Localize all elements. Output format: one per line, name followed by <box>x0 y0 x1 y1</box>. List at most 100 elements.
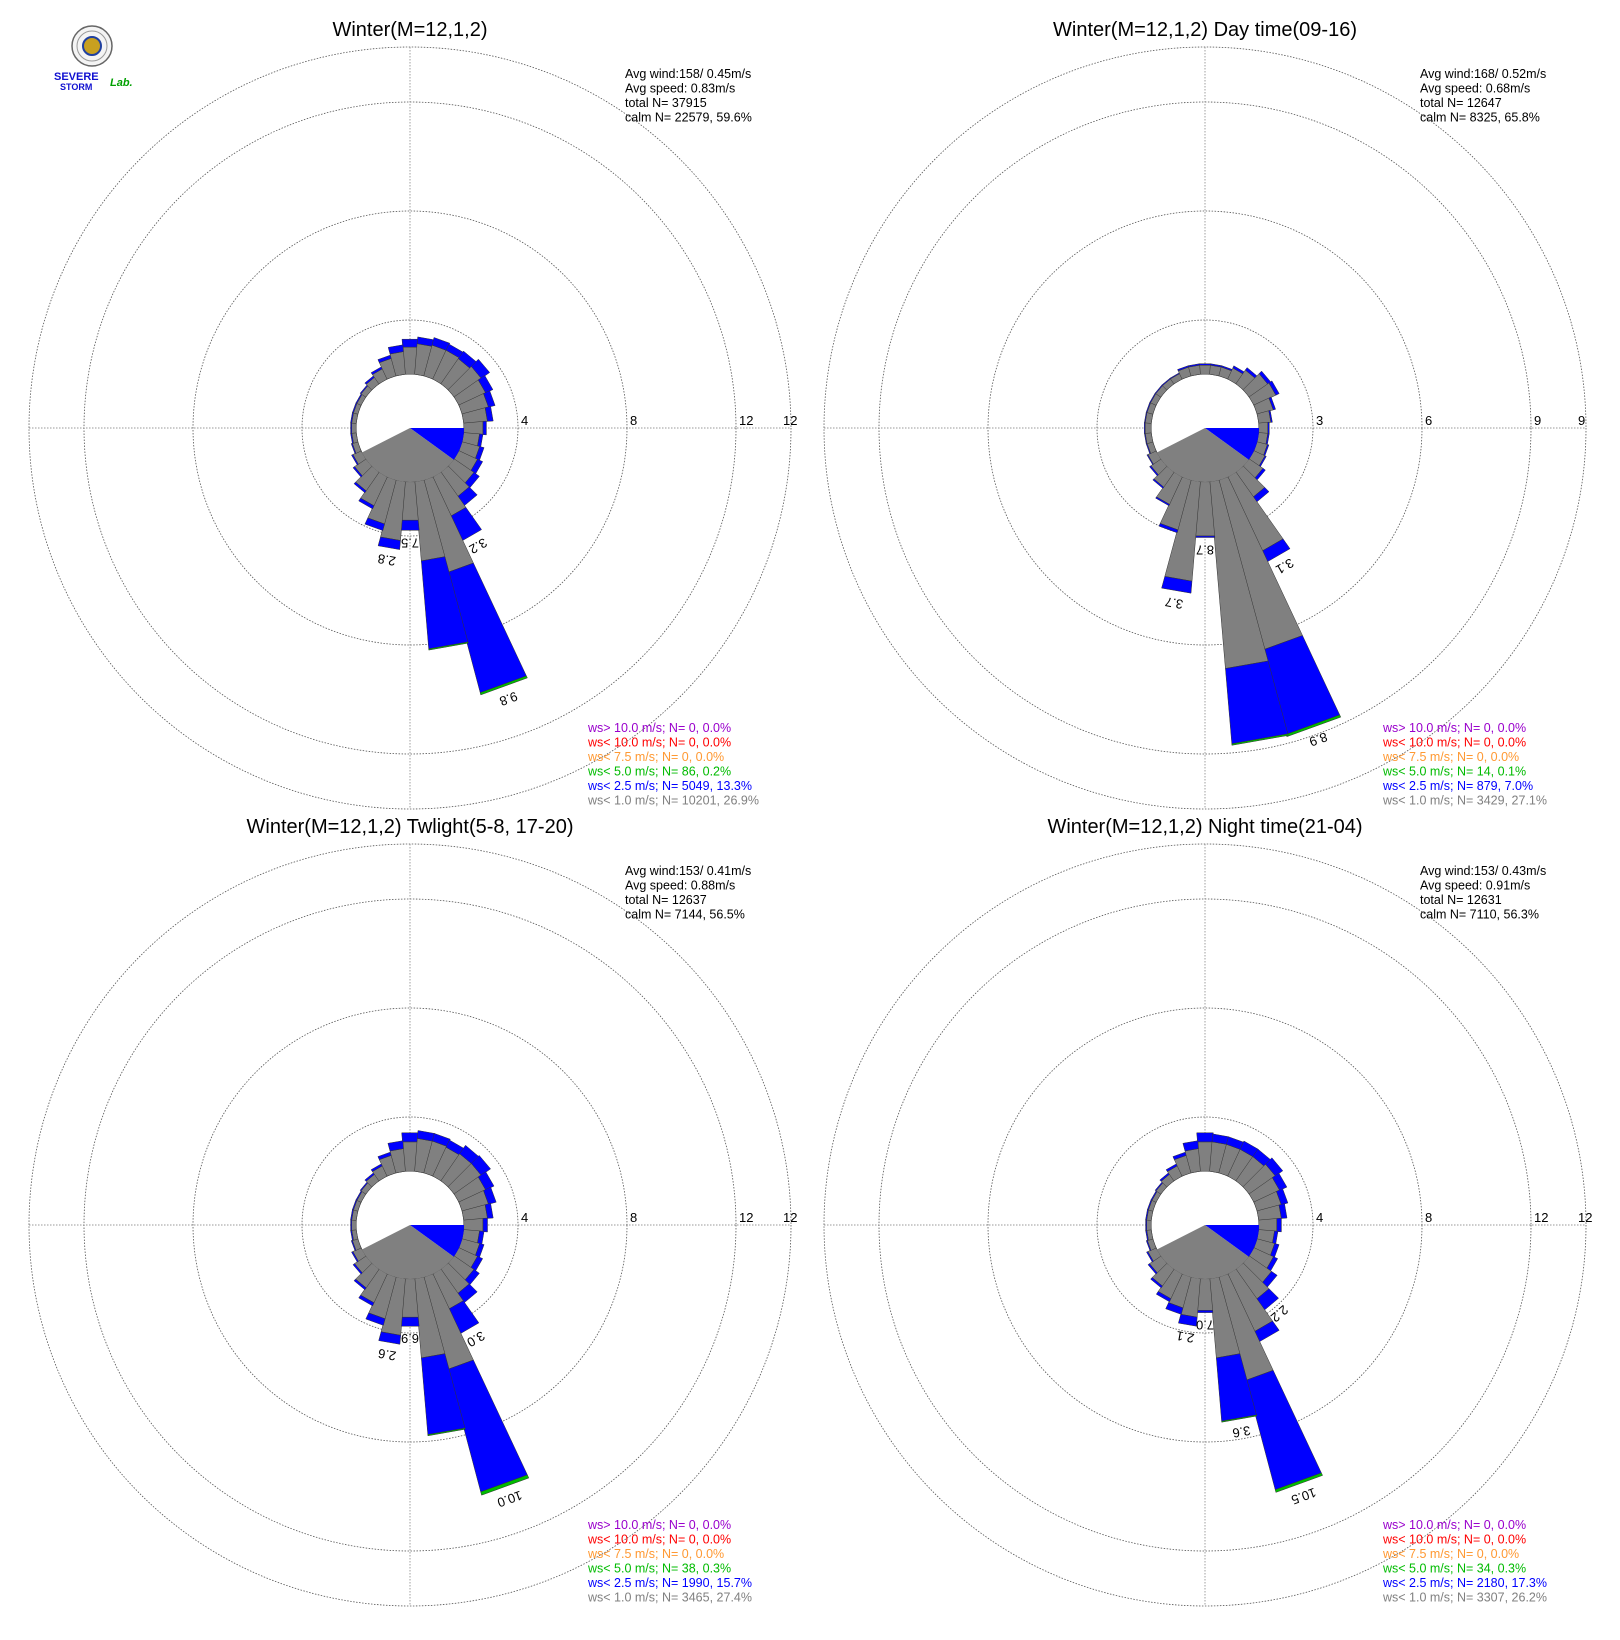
petal-70-blue <box>1276 1188 1289 1206</box>
petal-0-gray <box>1199 364 1211 375</box>
bar-value-label: 3.0 <box>464 1328 487 1350</box>
legend-entry: ws> 10.0 m/s; N= 0, 0.0% <box>1382 1518 1526 1532</box>
petal-60-blue <box>1268 380 1280 396</box>
petal-80-blue <box>1278 1203 1288 1219</box>
logo-text-storm: STORM <box>60 82 92 92</box>
petal-230-blue <box>1147 1263 1158 1275</box>
chart-title: Winter(M=12,1,2) Twlight(5-8, 17-20) <box>247 816 574 838</box>
petal-70-blue <box>1268 396 1276 411</box>
petal-70-blue <box>483 390 496 408</box>
petal-220-blue <box>1150 1277 1163 1289</box>
petal-250-blue <box>350 1239 357 1252</box>
petal-350-blue <box>387 344 404 355</box>
petal-80-blue <box>484 1202 494 1219</box>
petal-190-blue <box>378 1331 401 1345</box>
petal-270-blue <box>1144 422 1146 434</box>
ring-label: 12 <box>739 413 753 428</box>
legend-entry: ws< 7.5 m/s; N= 0, 0.0% <box>1382 750 1519 764</box>
petal-90-blue <box>1276 1217 1282 1233</box>
avg-wind-sector <box>1205 428 1259 460</box>
petal-200-blue <box>1158 523 1179 534</box>
petal-220-blue <box>353 1278 367 1291</box>
wind-rose-panel-2: 3 6 9 9 3.1 8.9 8.7 3.7 Winter(M=12,1,2) Day tim… <box>823 19 1587 810</box>
legend-entry: ws< 7.5 m/s; N= 0, 0.0% <box>1382 1547 1519 1561</box>
petal-270-blue <box>350 422 352 434</box>
stats-line: Avg wind:153/ 0.43m/s <box>1420 864 1546 878</box>
legend-entry: ws< 7.5 m/s; N= 0, 0.0% <box>587 750 724 764</box>
stats-line: Avg speed: 0.83m/s <box>625 82 735 96</box>
chart-title: Winter(M=12,1,2) Night time(21-04) <box>1047 816 1362 838</box>
petal-160-green <box>1274 1472 1323 1493</box>
petal-250-blue <box>1145 1239 1152 1252</box>
ring-label: 8 <box>630 413 637 428</box>
legend-entry: ws< 1.0 m/s; N= 10201, 26.9% <box>587 794 759 808</box>
stats-line: calm N= 7144, 56.5% <box>625 908 745 922</box>
chart-title: Winter(M=12,1,2) <box>332 19 487 41</box>
petal-50-blue <box>1265 1157 1284 1177</box>
petal-240-blue <box>1146 1251 1154 1263</box>
petal-270-gray <box>1146 1219 1152 1231</box>
petal-20-blue <box>431 337 451 351</box>
stats-line: calm N= 7110, 56.3% <box>1420 908 1539 922</box>
petal-60-blue <box>477 375 494 394</box>
petal-190-blue <box>1161 576 1193 594</box>
petal-190-blue <box>377 536 401 550</box>
petal-220-blue <box>1152 478 1165 489</box>
petal-270-gray <box>1144 422 1152 434</box>
ring-label: 8 <box>630 1210 637 1225</box>
logo-text-severe: SEVERE <box>54 71 99 83</box>
logo-text-lab: Lab. <box>110 77 133 89</box>
stats-line: calm N= 22579, 59.6% <box>625 111 752 125</box>
petal-210-blue <box>358 497 375 510</box>
legend-entry: ws< 5.0 m/s; N= 86, 0.2% <box>587 765 731 779</box>
petal-160-green <box>480 1474 530 1496</box>
petal-350-blue <box>1187 363 1200 368</box>
bar-value-label: 7.5 <box>401 535 419 550</box>
avg-speed-sector <box>361 428 454 482</box>
petal-0-blue <box>1196 1132 1214 1143</box>
avg-wind-sector <box>1205 1225 1259 1257</box>
legend-entry: ws< 10.0 m/s; N= 0, 0.0% <box>587 736 731 750</box>
petal-170-green <box>427 1427 466 1437</box>
petal-220-blue <box>353 481 367 494</box>
bar-value-label: 3.1 <box>1273 555 1296 577</box>
petal-240-blue <box>1146 454 1154 466</box>
stats-line: Avg wind:153/ 0.41m/s <box>625 864 751 878</box>
petal-210-blue <box>358 1294 375 1307</box>
petal-270-gray <box>351 1219 357 1231</box>
petal-60-blue <box>1271 1172 1288 1191</box>
stats-line: total N= 37915 <box>625 96 707 110</box>
wind-rose-panel-1: 4 8 12 12 3.2 9.8 7.5 2.8 Winter(M=12,1,2) Avg wi… <box>28 19 797 810</box>
petal-60-blue <box>477 1171 495 1191</box>
ring-label: 8 <box>1425 1210 1432 1225</box>
petal-50-blue <box>470 358 491 379</box>
petal-160-green <box>479 675 528 696</box>
stats-line: total N= 12631 <box>1420 893 1502 907</box>
petal-180-blue <box>1196 1310 1214 1313</box>
bar-value-label: 3.7 <box>1164 594 1184 612</box>
legend-entry: ws< 1.0 m/s; N= 3429, 27.1% <box>1382 794 1547 808</box>
avg-speed-sector <box>361 1225 454 1279</box>
avg-speed-sector <box>1156 428 1249 482</box>
bar-value-label: 8.9 <box>1307 729 1329 749</box>
bar-value-label: 10.5 <box>1289 1485 1318 1508</box>
bar-value-label: 3.2 <box>467 535 490 557</box>
legend-entry: ws< 5.0 m/s; N= 14, 0.1% <box>1382 765 1526 779</box>
ring-label: 4 <box>521 413 528 428</box>
petal-250-blue <box>350 442 357 455</box>
stats-line: Avg speed: 0.88m/s <box>625 879 735 893</box>
petal-80-blue <box>1268 409 1273 423</box>
bar-value-label: 2.6 <box>377 1346 397 1364</box>
ring-label: 3 <box>1316 413 1323 428</box>
legend-entry: ws< 2.5 m/s; N= 879, 7.0% <box>1382 779 1533 793</box>
stats-line: Avg wind:168/ 0.52m/s <box>1420 67 1546 81</box>
stats-line: Avg wind:158/ 0.45m/s <box>625 67 751 81</box>
stats-line: calm N= 8325, 65.8% <box>1420 111 1540 125</box>
legend-entry: ws< 1.0 m/s; N= 3465, 27.4% <box>587 1591 752 1605</box>
petal-230-blue <box>1149 465 1159 477</box>
petal-230-blue <box>352 1263 363 1275</box>
legend-entry: ws< 10.0 m/s; N= 0, 0.0% <box>1382 1533 1526 1547</box>
petal-180-blue <box>400 519 420 531</box>
petal-90-blue <box>482 420 487 436</box>
